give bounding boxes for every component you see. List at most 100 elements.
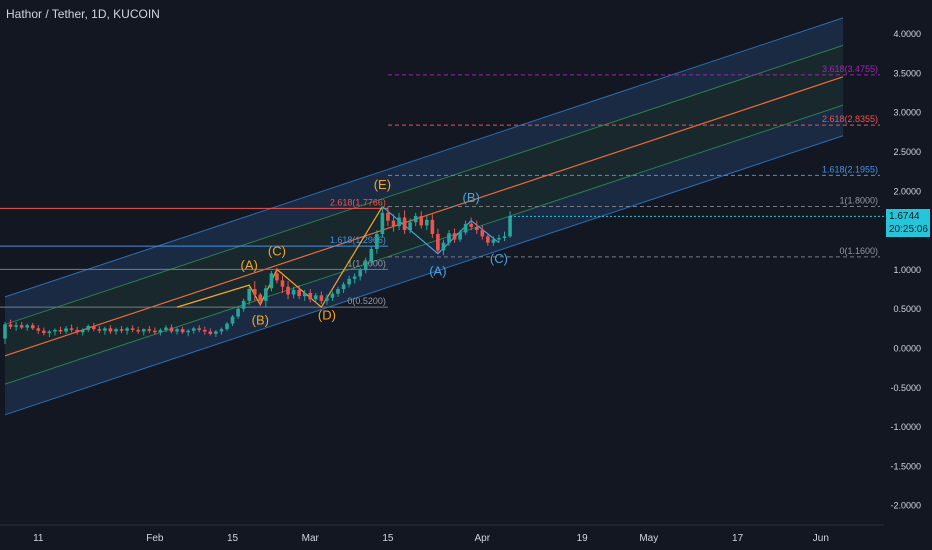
fib-label: 0(1.1600) (839, 246, 878, 256)
candle (474, 220, 479, 235)
candle-body (330, 293, 335, 298)
channel-line-lower (4, 135, 844, 416)
candle (308, 289, 313, 303)
y-tick-label: 3.0000 (893, 108, 921, 118)
candle (291, 286, 296, 299)
candle (19, 322, 24, 330)
current-price-label: 1.6744 (889, 211, 920, 222)
candle (97, 325, 102, 334)
candle (119, 325, 124, 334)
candle-body (247, 289, 251, 301)
candle-body (325, 297, 329, 301)
candle-body (92, 325, 96, 330)
y-tick-label: 4.0000 (893, 29, 921, 39)
candle-body (264, 288, 268, 301)
time-axis[interactable]: 11 Feb 15 Mar 15 Apr 19 May 17 Jun (0, 524, 884, 544)
candle (36, 325, 41, 334)
candle (47, 329, 52, 337)
candle (208, 328, 213, 336)
candle-body (375, 234, 379, 249)
candle (53, 328, 57, 336)
candle-body (302, 292, 307, 297)
candle-body (419, 215, 424, 226)
candle-body (508, 216, 512, 237)
candle-body (203, 329, 207, 332)
candle (508, 211, 512, 238)
candle-body (80, 329, 85, 333)
candle-body (75, 329, 79, 333)
wave-label: (A) (429, 264, 446, 279)
candle-body (197, 328, 202, 330)
candle-body (425, 219, 429, 226)
candle (330, 291, 335, 301)
fib-levels: 2.618(1.7766)1.618(1.2966)1(1.0000)0(0.5… (0, 64, 880, 308)
candle (325, 294, 329, 305)
candle (58, 326, 63, 334)
y-tick-label: -1.0000 (890, 422, 921, 432)
candle (3, 322, 7, 345)
candle-body (380, 212, 385, 235)
candle-body (474, 226, 479, 231)
candle-body (436, 234, 440, 251)
candle (141, 328, 146, 336)
candle (75, 326, 79, 335)
fib-label: 2.618(1.7766) (330, 197, 386, 207)
wave-label: (B) (252, 312, 269, 327)
candle-body (169, 327, 174, 332)
candle (125, 326, 129, 335)
candle (486, 233, 490, 246)
candle (14, 322, 18, 331)
candle-body (336, 289, 340, 294)
candle-body (69, 328, 74, 330)
wave-label: (E) (374, 177, 391, 192)
y-tick-label: 3.5000 (893, 68, 921, 78)
candle (69, 324, 74, 333)
x-tick-label: 15 (227, 533, 239, 544)
candle (147, 325, 152, 334)
x-tick-label: 17 (732, 533, 744, 544)
candle-body (413, 215, 418, 223)
candlesticks (3, 206, 884, 345)
candle (219, 327, 224, 335)
candle (302, 289, 307, 301)
candle (108, 325, 113, 334)
x-tick-label: Mar (302, 533, 320, 544)
candle (247, 286, 251, 305)
wave-label: (C) (490, 251, 508, 266)
candle (375, 230, 379, 254)
candle-body (108, 328, 113, 332)
candle (186, 329, 190, 337)
y-tick-label: -1.5000 (890, 461, 921, 471)
wave-orange-line (176, 206, 383, 309)
x-tick-label: Feb (146, 533, 164, 544)
candle (430, 214, 435, 238)
candle-body (497, 237, 501, 240)
candle (386, 206, 390, 227)
candle (491, 236, 496, 246)
candle (297, 285, 301, 300)
candle-body (258, 294, 263, 301)
channel-line-lower-mid (4, 104, 844, 385)
candle (86, 324, 91, 333)
price-axis[interactable]: 4.00003.50003.00002.50002.00001.50001.00… (890, 29, 921, 511)
candle-body (236, 308, 240, 317)
candle (264, 285, 268, 308)
candle-body (230, 316, 235, 324)
candle-body (463, 223, 468, 233)
candle-body (447, 233, 451, 243)
candle-body (280, 280, 285, 287)
y-tick-label: 2.5000 (893, 147, 921, 157)
candle (169, 324, 174, 334)
candle-body (225, 323, 229, 330)
candle-body (158, 329, 163, 333)
candle (336, 286, 340, 297)
candle (252, 281, 257, 301)
candle (258, 292, 263, 305)
candle (164, 325, 168, 333)
candle-body (441, 242, 446, 251)
candle (352, 273, 357, 284)
candle (402, 210, 407, 235)
fib-label: 1.618(1.2966) (330, 235, 386, 245)
candle (441, 239, 446, 256)
